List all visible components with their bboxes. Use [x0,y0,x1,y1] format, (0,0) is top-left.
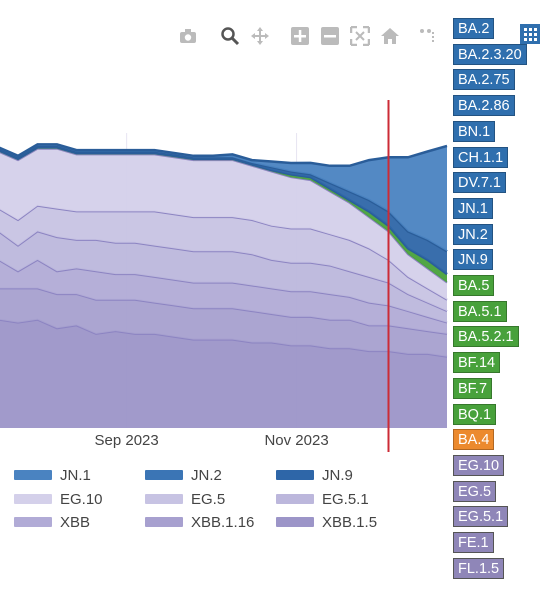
variant-tag-ba-2-3-20[interactable]: BA.2.3.20 [453,43,527,65]
variant-tag-fl-1-5[interactable]: FL.1.5 [453,557,505,579]
legend-swatch [145,494,183,504]
legend-swatch [276,470,314,480]
variant-tag-bf-7[interactable]: BF.7 [453,377,493,399]
area-xbb-1-16[interactable] [0,280,447,357]
camera-icon[interactable] [178,26,200,48]
variant-tag-eg-10[interactable]: EG.10 [453,454,505,476]
line-jn-1 [0,143,448,168]
legend-label: JN.9 [322,466,353,484]
x-tick-label: Nov 2023 [264,432,328,449]
variant-tag-ba-4[interactable]: BA.4 [453,429,495,451]
legend-label: XBB.1.16 [191,513,255,531]
variant-tag-fe-1[interactable]: FE.1 [453,532,494,553]
legend-label: JN.2 [191,466,222,484]
legend-swatch [276,494,314,504]
area-eg-5[interactable] [0,205,447,312]
legend-swatch [145,517,183,527]
area-xbb-1-5[interactable] [0,314,447,428]
variant-tag-bf-14[interactable]: BF.14 [453,352,501,374]
legend-label: EG.10 [60,490,103,508]
autoscale-icon[interactable] [349,25,372,48]
pan-icon[interactable] [250,26,272,48]
zoom-out-icon[interactable] [320,26,342,48]
legend-label: XBB.1.5 [322,513,378,531]
legend-item-xbb-1-16[interactable]: XBB.1.16 [145,513,254,531]
variant-tag-jn-1[interactable]: JN.1 [453,197,493,219]
legend-swatch [276,517,314,527]
legend-swatch [145,470,183,480]
home-icon[interactable] [380,26,402,48]
area-eg-10[interactable] [0,148,447,300]
variant-tag-jn-2[interactable]: JN.2 [453,223,493,245]
spike-icon[interactable] [418,26,440,48]
plot-area[interactable] [0,100,448,452]
legend-label: JN.1 [60,466,91,484]
variant-tag-ba-5[interactable]: BA.5 [453,275,495,296]
zoom-in-icon[interactable] [290,26,312,48]
legend-item-jn-1[interactable]: JN.1 [14,466,91,484]
legend-swatch [14,494,52,504]
variant-tag-eg-5-1[interactable]: EG.5.1 [453,506,509,528]
legend-item-jn-9[interactable]: JN.9 [276,466,353,484]
variant-tag-ba-2[interactable]: BA.2 [453,18,495,39]
variant-tag-ch-1-1[interactable]: CH.1.1 [453,146,509,168]
variant-tag-bn-1[interactable]: BN.1 [453,120,496,142]
legend-swatch [14,517,52,527]
x-tick-label: Sep 2023 [95,432,159,449]
variant-tag-bq-1[interactable]: BQ.1 [453,403,497,425]
legend-item-eg-10[interactable]: EG.10 [14,490,103,508]
legend-item-eg-5-1[interactable]: EG.5.1 [276,490,369,508]
variant-tag-ba-5-2-1[interactable]: BA.5.2.1 [453,326,519,348]
legend-label: XBB [60,513,91,531]
area-jn-1[interactable] [0,144,447,252]
variant-tag-ba-5-1[interactable]: BA.5.1 [453,300,507,322]
grid-menu-icon[interactable] [520,24,540,44]
variant-tag-ba-2-75[interactable]: BA.2.75 [453,69,515,91]
area-xbb[interactable] [0,251,447,334]
legend-item-xbb[interactable]: XBB [14,513,90,531]
variant-tag-dv-7-1[interactable]: DV.7.1 [453,172,506,194]
area-eg-5-1[interactable] [0,229,447,323]
variant-tag-jn-9[interactable]: JN.9 [453,249,493,271]
zoom-icon[interactable] [220,26,242,48]
x-axis: Sep 2023 Nov 2023 [95,432,329,449]
variant-tag-eg-5[interactable]: EG.5 [453,480,497,502]
variant-tag-ba-2-86[interactable]: BA.2.86 [453,95,515,117]
legend-item-jn-2[interactable]: JN.2 [145,466,222,484]
legend-label: EG.5 [191,490,226,508]
legend-item-eg-5[interactable]: EG.5 [145,490,225,508]
legend-item-xbb-1-5[interactable]: XBB.1.5 [276,513,377,531]
legend-swatch [14,470,52,480]
legend-label: EG.5.1 [322,490,369,508]
